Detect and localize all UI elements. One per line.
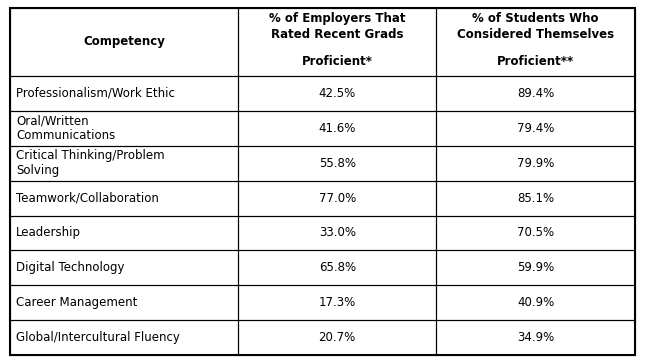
- Text: Competency: Competency: [83, 36, 165, 49]
- Text: 33.0%: 33.0%: [319, 227, 355, 240]
- Text: Teamwork/Collaboration: Teamwork/Collaboration: [16, 192, 159, 205]
- Bar: [436, 216, 635, 250]
- Text: Professionalism/Work Ethic: Professionalism/Work Ethic: [16, 87, 175, 100]
- Bar: [10, 216, 238, 250]
- Text: Critical Thinking/Problem
Solving: Critical Thinking/Problem Solving: [16, 149, 164, 177]
- Text: 79.4%: 79.4%: [517, 122, 554, 135]
- Bar: [436, 285, 635, 320]
- Bar: [238, 76, 436, 111]
- Text: 70.5%: 70.5%: [517, 227, 554, 240]
- Bar: [436, 181, 635, 216]
- Bar: [238, 216, 436, 250]
- Text: % of Students Who
Considered Themselves: % of Students Who Considered Themselves: [457, 12, 614, 41]
- Text: Global/Intercultural Fluency: Global/Intercultural Fluency: [16, 331, 180, 344]
- Bar: [10, 8, 238, 76]
- Text: 34.9%: 34.9%: [517, 331, 554, 344]
- Bar: [10, 111, 238, 146]
- Text: Digital Technology: Digital Technology: [16, 261, 124, 274]
- Bar: [436, 111, 635, 146]
- Text: Leadership: Leadership: [16, 227, 81, 240]
- Bar: [10, 320, 238, 355]
- Bar: [238, 111, 436, 146]
- Text: Career Management: Career Management: [16, 296, 137, 309]
- Bar: [436, 76, 635, 111]
- Text: 40.9%: 40.9%: [517, 296, 554, 309]
- Bar: [10, 285, 238, 320]
- Bar: [436, 8, 635, 76]
- Bar: [436, 250, 635, 285]
- Text: 42.5%: 42.5%: [319, 87, 356, 100]
- Text: 55.8%: 55.8%: [319, 157, 355, 170]
- Text: 65.8%: 65.8%: [319, 261, 356, 274]
- Text: Oral/Written
Communications: Oral/Written Communications: [16, 114, 115, 142]
- Bar: [238, 181, 436, 216]
- Bar: [10, 146, 238, 181]
- Text: 20.7%: 20.7%: [319, 331, 356, 344]
- Bar: [10, 181, 238, 216]
- Text: 17.3%: 17.3%: [319, 296, 356, 309]
- Bar: [238, 146, 436, 181]
- Bar: [238, 250, 436, 285]
- Bar: [436, 320, 635, 355]
- Text: 89.4%: 89.4%: [517, 87, 554, 100]
- Bar: [238, 285, 436, 320]
- Bar: [238, 320, 436, 355]
- Text: 85.1%: 85.1%: [517, 192, 554, 205]
- Bar: [238, 8, 436, 76]
- Bar: [10, 76, 238, 111]
- Text: Proficient**: Proficient**: [497, 54, 574, 68]
- Text: 59.9%: 59.9%: [517, 261, 554, 274]
- Text: 77.0%: 77.0%: [319, 192, 356, 205]
- Text: 79.9%: 79.9%: [517, 157, 554, 170]
- Text: 41.6%: 41.6%: [319, 122, 356, 135]
- Bar: [10, 250, 238, 285]
- Text: Proficient*: Proficient*: [302, 54, 373, 68]
- Bar: [436, 146, 635, 181]
- Text: % of Employers That
Rated Recent Grads: % of Employers That Rated Recent Grads: [269, 12, 406, 41]
